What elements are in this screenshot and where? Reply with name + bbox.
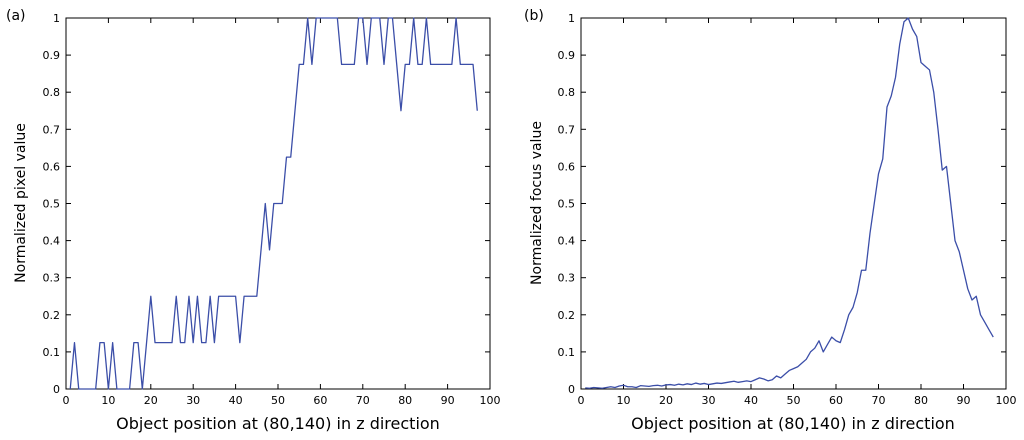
x-axis-label-a: Object position at (80,140) in z directi… xyxy=(116,414,440,433)
y-tick-label-b: 0.2 xyxy=(558,309,576,322)
y-tick-label-a: 0.8 xyxy=(43,86,61,99)
y-tick-label-a: 0.2 xyxy=(43,309,61,322)
y-tick-label-b: 0.7 xyxy=(558,123,576,136)
tick-layer-b: 0 10 20 30 40 50 60 70 80 90 100 0 0.1 0.2 0.3 0.4 0.5 0.… xyxy=(558,12,1017,407)
y-axis-label-b: Normalized focus value xyxy=(529,121,545,285)
y-tick-label-b: 1 xyxy=(568,12,575,25)
x-tick-label-a: 70 xyxy=(356,394,370,407)
x-tick-label-a: 90 xyxy=(441,394,455,407)
tick-layer-a: 0 10 20 30 40 50 60 70 80 90 100 0 0.1 0.2 0.3 0.4 0.5 0.… xyxy=(43,12,501,407)
x-tick-label-b: 70 xyxy=(872,394,886,407)
y-tick-label-b: 0.8 xyxy=(558,86,576,99)
y-axis-label-a: Normalized pixel value xyxy=(13,123,29,283)
y-tick-label-a: 0.1 xyxy=(43,346,61,359)
x-tick-label-a: 60 xyxy=(313,394,327,407)
series-line-a xyxy=(69,17,478,390)
x-tick-label-b: 90 xyxy=(957,394,971,407)
x-tick-label-a: 20 xyxy=(144,394,158,407)
y-tick-label-a: 0.6 xyxy=(43,160,61,173)
y-tick-label-b: 0.5 xyxy=(558,198,576,211)
y-tick-label-a: 0.5 xyxy=(43,198,61,211)
x-tick-label-b: 20 xyxy=(659,394,673,407)
y-tick-label-a: 1 xyxy=(53,12,60,25)
x-tick-label-a: 30 xyxy=(186,394,200,407)
x-tick-label-b: 40 xyxy=(744,394,758,407)
y-tick-label-b: 0.9 xyxy=(558,49,576,62)
x-tick-label-b: 60 xyxy=(829,394,843,407)
y-tick-label-a: 0.7 xyxy=(43,123,61,136)
x-tick-label-a: 80 xyxy=(398,394,412,407)
x-tick-label-b: 100 xyxy=(996,394,1017,407)
plot-frame-b xyxy=(580,17,1007,390)
x-tick-label-b: 30 xyxy=(702,394,716,407)
y-tick-label-b: 0.4 xyxy=(558,235,576,248)
x-tick-label-a: 50 xyxy=(271,394,285,407)
y-tick-label-a: 0.4 xyxy=(43,235,61,248)
chart-panel-a: (a) 0 10 20 30 40 50 60 70 80 90 10000.10.20.30.40… xyxy=(6,8,501,433)
y-tick-label-b: 0 xyxy=(568,383,575,396)
y-tick-label-b: 0.6 xyxy=(558,160,576,173)
x-tick-label-b: 50 xyxy=(787,394,801,407)
y-tick-label-a: 0.3 xyxy=(43,272,61,285)
x-tick-label-a: 100 xyxy=(480,394,501,407)
x-tick-label-b: 0 xyxy=(578,394,585,407)
y-tick-label-b: 0.1 xyxy=(558,346,576,359)
x-tick-label-b: 10 xyxy=(617,394,631,407)
x-axis-label-b: Object position at (80,140) in z directi… xyxy=(631,414,955,433)
x-tick-label-a: 0 xyxy=(63,394,70,407)
y-tick-label-b: 0.3 xyxy=(558,272,576,285)
series-line-b xyxy=(585,17,994,389)
y-tick-label-a: 0 xyxy=(53,383,60,396)
y-tick-label-a: 0.9 xyxy=(43,49,61,62)
x-tick-label-b: 80 xyxy=(914,394,928,407)
chart-panel-b: (b) 0 10 20 30 40 50 60 70 80 90 10000.10.20.30.40… xyxy=(524,8,1017,433)
panel-label-a: (a) xyxy=(6,8,26,24)
x-tick-label-a: 10 xyxy=(101,394,115,407)
x-tick-label-a: 40 xyxy=(229,394,243,407)
panel-label-b: (b) xyxy=(524,8,544,24)
